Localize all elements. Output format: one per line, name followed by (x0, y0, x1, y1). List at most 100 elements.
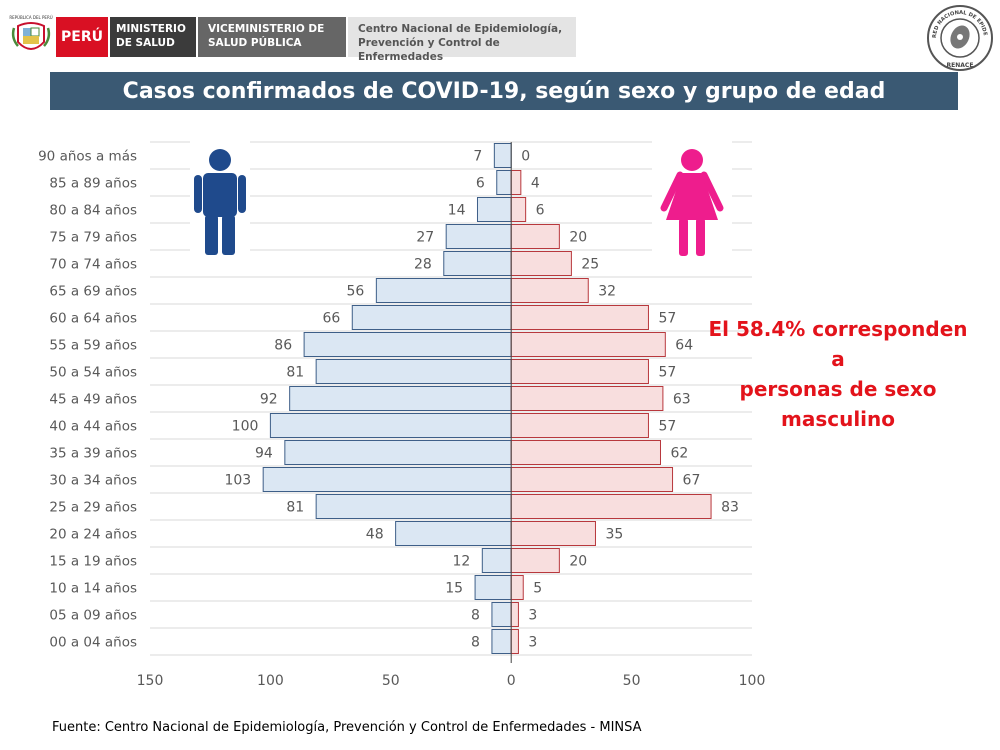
x-tick-label: 50 (382, 673, 400, 689)
male-bar (315, 494, 512, 519)
annotation-line1: El 58.4% corresponden a (708, 317, 968, 371)
category-label: 30 a 34 años (49, 473, 137, 489)
male-legend (190, 140, 250, 260)
x-tick-label: 100 (257, 673, 284, 689)
male-bar (474, 575, 512, 600)
chart-title: Casos confirmados de COVID-19, según sex… (50, 72, 958, 110)
male-value-label: 100 (232, 419, 259, 435)
male-value-label: 7 (473, 149, 482, 165)
renace-short-text: RENACE (947, 62, 974, 69)
category-label: 10 a 14 años (49, 581, 137, 597)
category-label: 55 a 59 años (49, 338, 137, 354)
female-value-label: 63 (673, 392, 691, 408)
female-value-label: 57 (658, 419, 676, 435)
female-value-label: 25 (581, 257, 599, 273)
male-value-label: 28 (414, 257, 432, 273)
male-bar (445, 224, 512, 249)
female-bar (510, 278, 589, 303)
peru-badge: PERÚ (56, 17, 108, 57)
category-label: 00 a 04 años (49, 635, 137, 651)
male-bar (262, 467, 512, 492)
male-bar (351, 305, 512, 330)
category-label: 75 a 79 años (49, 230, 137, 246)
ministerio-line1: MINISTERIO (116, 23, 186, 35)
female-value-label: 20 (569, 230, 587, 246)
female-value-label: 35 (605, 527, 623, 543)
male-bar (493, 143, 512, 168)
source-note: Fuente: Centro Nacional de Epidemiología… (52, 720, 642, 735)
male-value-label: 14 (448, 203, 466, 219)
ministerio-line2: DE SALUD (116, 37, 175, 49)
female-bar (510, 494, 712, 519)
category-label: 50 a 54 años (49, 365, 137, 381)
female-bar (510, 629, 519, 654)
female-bar (510, 197, 527, 222)
female-bar (510, 224, 560, 249)
female-bar (510, 305, 649, 330)
female-value-label: 3 (528, 635, 537, 651)
chart-title-text: Casos confirmados de COVID-19, según sex… (122, 78, 886, 104)
male-value-label: 81 (286, 500, 304, 516)
male-bar (491, 629, 512, 654)
female-legend (652, 140, 732, 260)
female-value-label: 3 (528, 608, 537, 624)
label-layer: 90 años a más 7 085 a 89 años 6 480 a 84 año… (38, 149, 739, 651)
category-label: 80 a 84 años (49, 203, 137, 219)
ministerio-block: MINISTERIO DE SALUD (110, 17, 196, 57)
female-value-label: 5 (533, 581, 542, 597)
centro-line2: Prevención y Control de Enfermedades (358, 37, 500, 63)
category-label: 90 años a más (38, 149, 137, 165)
population-pyramid-chart: 90 años a más 7 0 85 a 89 años 6 4 80 a 84 año… (0, 130, 1000, 700)
viceministerio-line1: VICEMINISTERIO DE (208, 23, 325, 35)
female-value-label: 62 (670, 446, 688, 462)
male-value-label: 66 (322, 311, 340, 327)
category-label: 35 a 39 años (49, 446, 137, 462)
male-value-label: 81 (286, 365, 304, 381)
male-bar (375, 278, 512, 303)
female-bar (510, 440, 661, 465)
category-label: 70 a 74 años (49, 257, 137, 273)
male-value-label: 6 (476, 176, 485, 192)
female-value-label: 6 (536, 203, 545, 219)
female-bar (510, 170, 522, 195)
bar-layer (262, 143, 712, 654)
male-bar (269, 413, 512, 438)
female-value-label: 32 (598, 284, 616, 300)
female-person-icon (660, 149, 724, 256)
peru-label: PERÚ (61, 29, 103, 45)
female-value-label: 83 (721, 500, 739, 516)
x-tick-label: 150 (137, 673, 164, 689)
female-bar (510, 359, 649, 384)
male-person-icon (194, 149, 246, 255)
female-value-label: 67 (683, 473, 701, 489)
male-value-label: 94 (255, 446, 273, 462)
axis-layer: 150 100 50 0 50 100 (137, 142, 766, 689)
female-value-label: 57 (658, 365, 676, 381)
viceministerio-block: VICEMINISTERIO DE SALUD PÚBLICA (198, 17, 346, 57)
male-bar (491, 602, 512, 627)
male-value-label: 15 (445, 581, 463, 597)
female-bar (510, 251, 572, 276)
male-value-label: 86 (274, 338, 292, 354)
category-label: 20 a 24 años (49, 527, 137, 543)
annotation-line2: personas de sexo (739, 377, 937, 401)
male-value-label: 8 (471, 635, 480, 651)
male-bar (443, 251, 512, 276)
male-value-label: 103 (224, 473, 251, 489)
grid-layer (150, 141, 752, 656)
male-value-label: 92 (260, 392, 278, 408)
female-bar (510, 386, 664, 411)
female-bar (510, 602, 519, 627)
x-tick-label: 100 (739, 673, 766, 689)
shield-text: REPÚBLICA DEL PERÚ (9, 15, 52, 20)
female-value-label: 64 (675, 338, 693, 354)
viceministerio-line2: SALUD PÚBLICA (208, 37, 302, 49)
female-bar (510, 467, 674, 492)
male-bar (395, 521, 512, 546)
male-bar (284, 440, 512, 465)
category-label: 60 a 64 años (49, 311, 137, 327)
male-percentage-annotation: El 58.4% corresponden a personas de sexo… (700, 314, 976, 434)
male-value-label: 48 (366, 527, 384, 543)
renace-logo-icon: RED NACIONAL DE EPIDEMIOLOGÍA RENACE (926, 4, 994, 72)
x-tick-label: 50 (623, 673, 641, 689)
